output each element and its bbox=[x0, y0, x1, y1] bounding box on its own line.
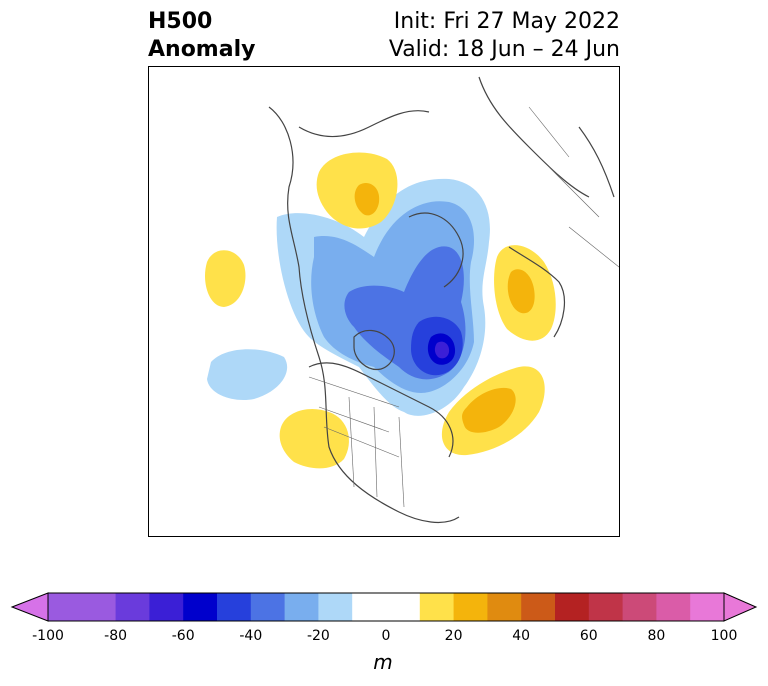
colorbar-bin bbox=[284, 593, 319, 621]
colorbar-tick-label: 100 bbox=[710, 628, 738, 644]
colorbar-ticks: -100 -80 -60 -40 -20 0 20 40 60 80 100 bbox=[0, 628, 768, 648]
forecast-info: Init: Fri 27 May 2022 Valid: 18 Jun – 24… bbox=[389, 8, 620, 64]
colorbar-bin bbox=[588, 593, 624, 621]
negative-anomaly-weak-west bbox=[207, 349, 288, 401]
colorbar-bin bbox=[521, 593, 556, 621]
colorbar-tick-label: 80 bbox=[647, 628, 666, 644]
colorbar-extend-min bbox=[10, 592, 49, 622]
political-borders bbox=[308, 106, 619, 508]
negative-anomaly-center bbox=[434, 341, 450, 359]
colorbar-bin bbox=[81, 593, 117, 621]
anomaly-map bbox=[148, 66, 620, 537]
title-line-2: Anomaly bbox=[148, 37, 256, 62]
colorbar-bin bbox=[453, 593, 488, 621]
colorbar-outline bbox=[47, 592, 725, 622]
map-title: H500 Anomaly bbox=[148, 8, 255, 64]
colorbar-bin bbox=[487, 593, 522, 621]
colorbar-tick-label: -60 bbox=[171, 628, 195, 644]
colorbar-tick-label: -40 bbox=[239, 628, 263, 644]
colorbar-bin bbox=[183, 593, 218, 621]
map-canvas bbox=[204, 76, 619, 523]
colorbar-bin bbox=[690, 593, 725, 621]
init-date: Init: Fri 27 May 2022 bbox=[393, 9, 620, 34]
colorbar-bin bbox=[656, 593, 691, 621]
colorbar-bin bbox=[352, 593, 421, 621]
valid-range: Valid: 18 Jun – 24 Jun bbox=[388, 37, 620, 62]
colorbar-tick-label: 0 bbox=[381, 628, 391, 644]
colorbar-bin bbox=[555, 593, 590, 621]
colorbar-tick-label: -80 bbox=[104, 628, 128, 644]
coastlines bbox=[268, 76, 615, 523]
title-line-1: H500 bbox=[148, 9, 213, 34]
colorbar-extend-max bbox=[723, 592, 758, 622]
colorbar-bin bbox=[48, 593, 83, 621]
positive-anomaly-europe-core bbox=[507, 269, 535, 314]
positive-anomaly-pacific bbox=[204, 250, 246, 307]
colorbar-bin bbox=[419, 593, 455, 621]
positive-anomaly-atlantic-core bbox=[462, 387, 516, 433]
colorbar-bin bbox=[622, 593, 657, 621]
colorbar-bin bbox=[115, 593, 150, 621]
colorbar-tick-label: 40 bbox=[512, 628, 531, 644]
colorbar-unit: m bbox=[373, 650, 393, 674]
colorbar-tick-label: 60 bbox=[579, 628, 598, 644]
colorbar bbox=[10, 592, 758, 622]
colorbar-bin bbox=[217, 593, 252, 621]
colorbar-bin bbox=[250, 593, 286, 621]
colorbar-bin bbox=[318, 593, 353, 621]
colorbar-tick-label: -20 bbox=[306, 628, 330, 644]
colorbar-bin bbox=[149, 593, 184, 621]
positive-anomaly-north-canada-core bbox=[354, 182, 380, 216]
colorbar-tick-label: 20 bbox=[444, 628, 463, 644]
colorbar-tick-label: -100 bbox=[32, 628, 64, 644]
positive-anomaly-west-us bbox=[279, 408, 349, 469]
